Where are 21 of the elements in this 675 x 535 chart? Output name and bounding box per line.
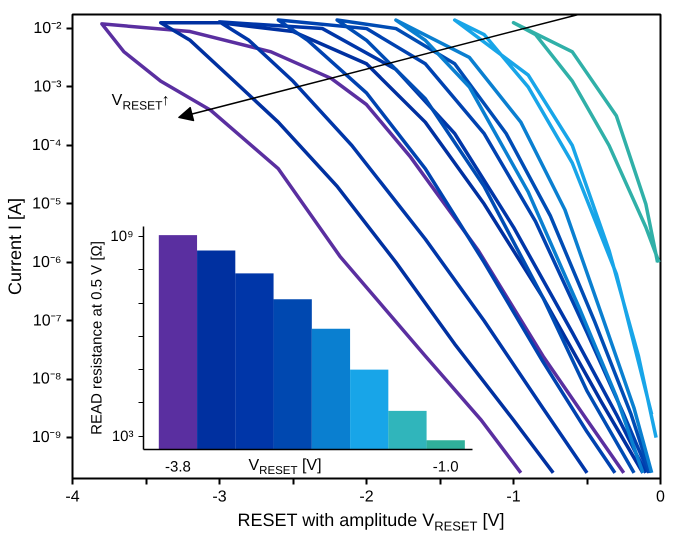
y-tick-label: 10⁻⁷ [32, 312, 62, 330]
x-axis-title: RESET with amplitude V$_{RESET}$ [V] [238, 510, 504, 534]
y-tick-label: 10⁻⁹ [32, 429, 62, 446]
y-tick-label: 10⁻³ [33, 78, 62, 96]
x-tick-label: 0 [656, 488, 666, 506]
x-axis-title: V$_{RESET}$ [V] [248, 457, 322, 478]
x-tick-label: -3.8 [165, 458, 191, 476]
y-axis-title: READ resistance at 0.5 V [Ω] [88, 241, 106, 435]
x-tick-label: -4 [65, 488, 80, 506]
x-tick-label: -2 [359, 488, 374, 506]
y-tick-label: 10³ [112, 428, 134, 445]
y-tick-label: 10⁻² [33, 20, 62, 38]
x-tick-label: -3 [212, 488, 227, 506]
y-tick-label: 10⁻⁶ [32, 254, 62, 271]
y-tick-label: 10⁻⁸ [32, 370, 62, 388]
y-tick-label: 10⁻⁵ [32, 195, 62, 212]
x-tick-label: -1 [506, 488, 521, 506]
y-tick-label: 10⁻⁴ [32, 136, 62, 154]
y-tick-label: 10⁹ [110, 228, 134, 246]
x-tick-label: -1.0 [432, 458, 459, 476]
y-axis-title: Current I [A] [4, 198, 25, 296]
